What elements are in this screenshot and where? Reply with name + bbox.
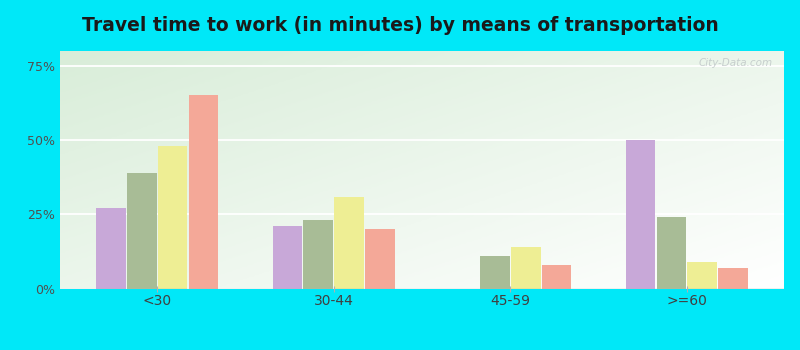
Bar [542,265,571,289]
Bar [303,220,333,289]
Bar [511,247,541,289]
Bar [366,229,395,289]
Bar [480,256,510,289]
Bar [189,95,218,289]
Text: City-Data.com: City-Data.com [699,58,773,68]
Bar [687,262,717,289]
Bar [334,197,364,289]
Bar [158,146,187,289]
Bar [657,217,686,289]
Bar [626,140,655,289]
Bar [96,209,126,289]
Bar [273,226,302,289]
Bar [718,268,748,289]
Text: Travel time to work (in minutes) by means of transportation: Travel time to work (in minutes) by mean… [82,16,718,35]
Bar [127,173,157,289]
Legend: Public transportation - La Vergne, Public transportation - Tennessee, Other mean: Public transportation - La Vergne, Publi… [100,347,671,350]
